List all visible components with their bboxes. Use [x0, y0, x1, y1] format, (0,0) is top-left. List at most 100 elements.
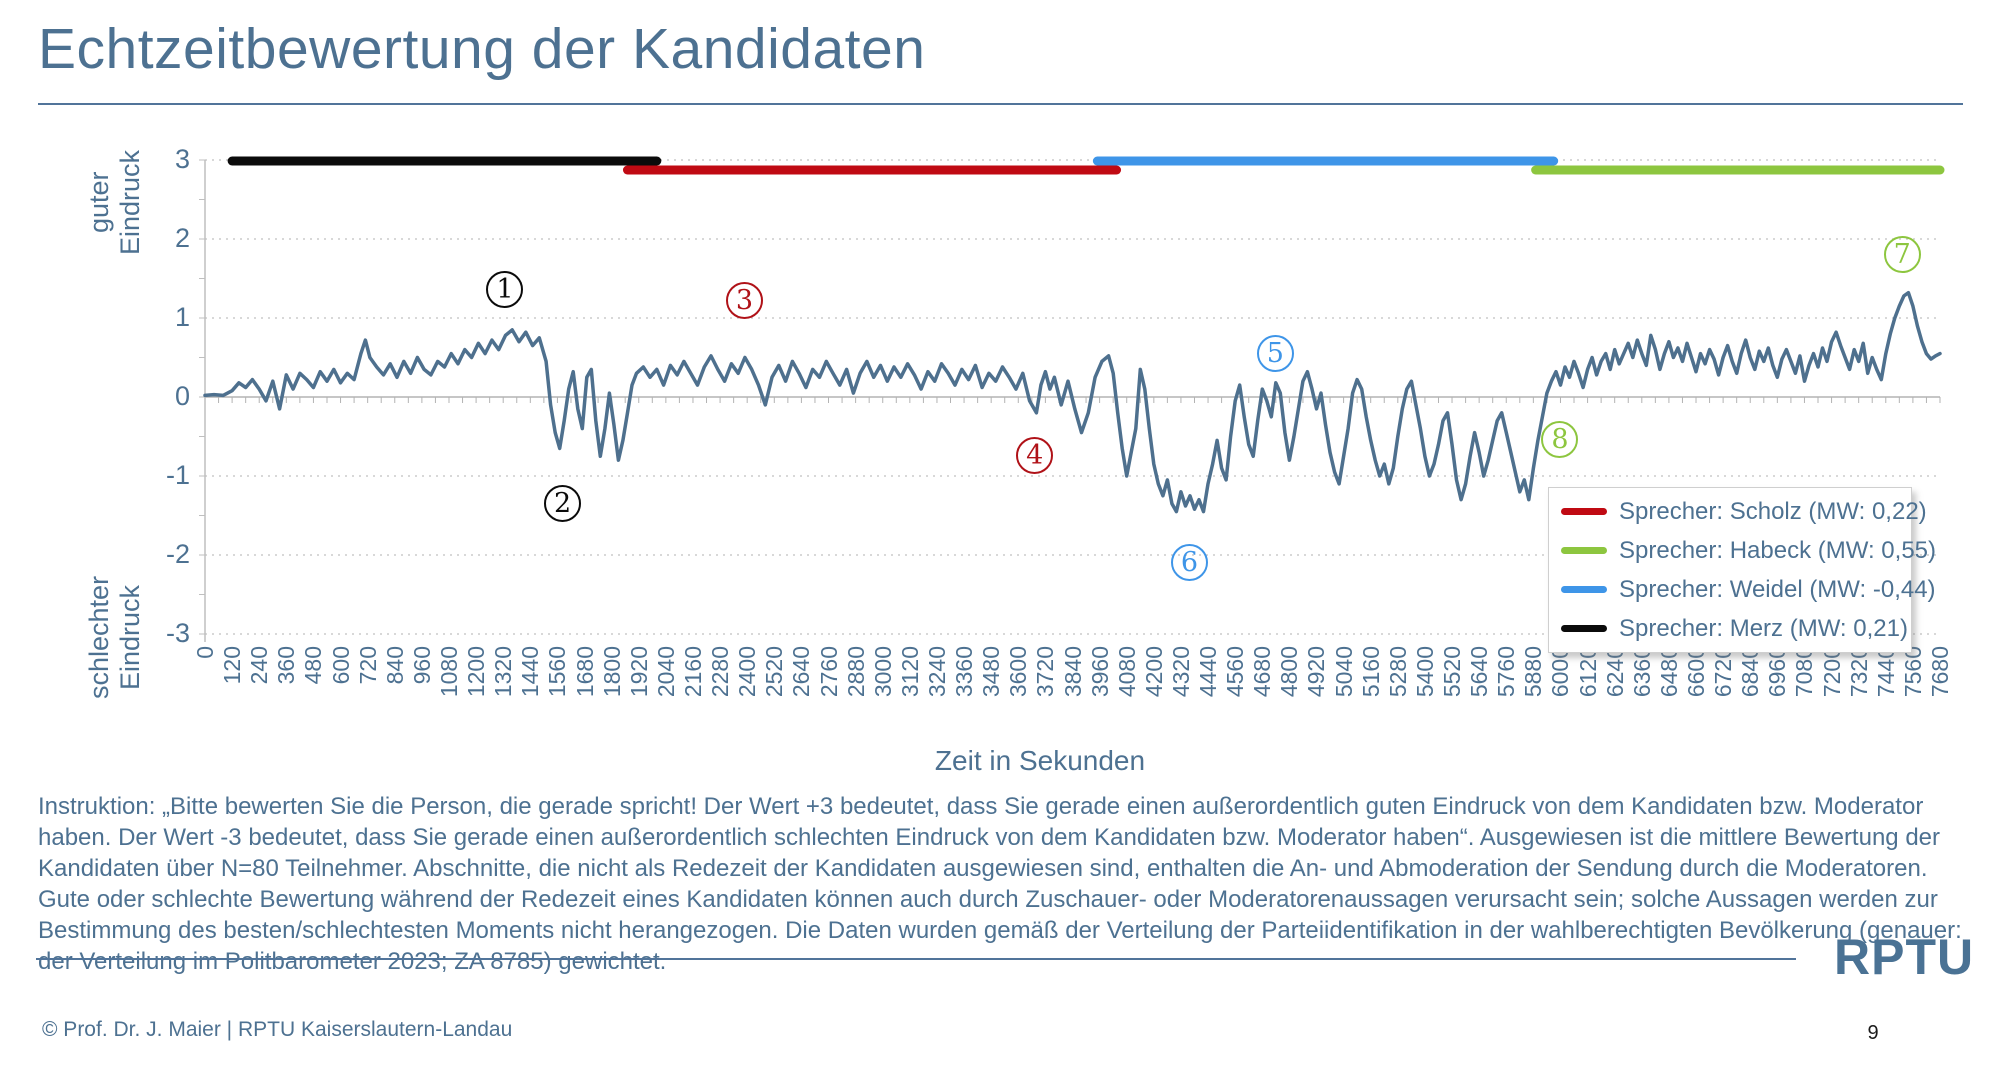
x-tick-label: 3840 [1059, 646, 1086, 698]
page-title: Echtzeitbewertung der Kandidaten [38, 17, 926, 81]
legend-item-merz: Sprecher: Merz (MW: 0,21) [1561, 615, 1911, 643]
x-tick-label: 4320 [1167, 646, 1194, 698]
legend-item-habeck: Sprecher: Habeck (MW: 0,55) [1561, 537, 1936, 565]
chart-plot [199, 156, 1945, 642]
chart-area: 3 2 1 0 -1 -2 -3 0 120 240 360 480 600 720 840 960 1080… [84, 122, 1953, 776]
x-tick-label: 3480 [978, 646, 1005, 698]
y-tick-label: 0 [174, 381, 190, 411]
legend-swatch-weidel [1561, 586, 1607, 593]
x-tick-label: 5040 [1330, 646, 1357, 698]
annotation-circle-2: 2 [544, 484, 582, 522]
x-tick-label: 1440 [517, 646, 544, 698]
x-tick-label: 2520 [761, 646, 788, 698]
x-tick-label: 5160 [1357, 646, 1384, 698]
legend-item-scholz: Sprecher: Scholz (MW: 0,22) [1561, 498, 1927, 526]
legend-item-weidel: Sprecher: Weidel (MW: -0,44) [1561, 576, 1936, 604]
x-tick-label: 6120 [1574, 646, 1601, 698]
x-tick-label: 2280 [707, 646, 734, 698]
x-tick-label: 600 [327, 646, 354, 685]
x-tick-label: 7560 [1899, 646, 1926, 698]
x-tick-label: 1680 [571, 646, 598, 698]
y-tick-label: -3 [165, 618, 190, 648]
x-tick-label: 3960 [1086, 646, 1113, 698]
annotation-circle-7: 7 [1883, 235, 1921, 273]
x-tick-label: 480 [300, 646, 327, 685]
x-tick-label: 7320 [1845, 646, 1872, 698]
x-tick-label: 3720 [1032, 646, 1059, 698]
x-tick-label: 4800 [1276, 646, 1303, 698]
y-tick-label: -2 [165, 539, 190, 569]
y-axis-label-line: Eindruck [115, 149, 145, 255]
x-tick-label: 1320 [490, 646, 517, 698]
x-tick-label: 240 [246, 646, 273, 685]
footer-divider [36, 958, 1796, 960]
annotation-circle-8: 8 [1541, 421, 1579, 459]
x-tick-label: 7680 [1927, 646, 1953, 698]
x-tick-label: 3000 [869, 646, 896, 698]
x-tick-label: 6360 [1628, 646, 1655, 698]
x-tick-label: 1800 [598, 646, 625, 698]
y-tick-label: 3 [174, 144, 190, 174]
x-tick-label: 1080 [435, 646, 462, 698]
x-tick-label: 4440 [1195, 646, 1222, 698]
x-tick-label: 3120 [896, 646, 923, 698]
x-tick-label: 3600 [1005, 646, 1032, 698]
x-tick-label: 5760 [1493, 646, 1520, 698]
x-tick-label: 0 [192, 646, 218, 659]
x-tick-label: 6720 [1710, 646, 1737, 698]
x-tick-label: 4680 [1249, 646, 1276, 698]
x-tick-label: 1200 [463, 646, 490, 698]
x-tick-label: 840 [381, 646, 408, 685]
y-axis-label-line: Eindruck [115, 584, 145, 691]
x-tick-label: 6240 [1601, 646, 1628, 698]
annotation-circle-4: 4 [1016, 437, 1054, 475]
annotation-circle-1: 1 [486, 271, 524, 309]
x-tick-label: 720 [354, 646, 381, 685]
x-tick-label: 5280 [1384, 646, 1411, 698]
x-tick-label: 6960 [1764, 646, 1791, 698]
annotation-circle-5: 5 [1256, 334, 1294, 372]
x-tick-label: 1920 [625, 646, 652, 698]
x-tick-label: 6600 [1683, 646, 1710, 698]
x-tick-label: 2400 [734, 646, 761, 698]
y-axis-label-line: schlechter [84, 575, 114, 700]
x-tick-label: 360 [273, 646, 300, 685]
y-axis-label-line: guter [84, 171, 114, 233]
y-tick-label: -1 [165, 460, 190, 490]
x-tick-label: 4560 [1222, 646, 1249, 698]
chart-legend: Sprecher: Scholz (MW: 0,22) Sprecher: Ha… [1548, 487, 1936, 653]
legend-label: Sprecher: Weidel (MW: -0,44) [1619, 575, 1936, 603]
legend-swatch-habeck [1561, 547, 1607, 554]
x-tick-label: 3360 [951, 646, 978, 698]
x-tick-label: 120 [219, 646, 246, 685]
x-tick-label: 1560 [544, 646, 571, 698]
x-tick-label: 6840 [1737, 646, 1764, 698]
x-tick-label: 7080 [1791, 646, 1818, 698]
page-number: 9 [1867, 1022, 1879, 1044]
legend-label: Sprecher: Habeck (MW: 0,55) [1619, 536, 1937, 564]
legend-label: Sprecher: Merz (MW: 0,21) [1619, 614, 1908, 642]
legend-label: Sprecher: Scholz (MW: 0,22) [1619, 497, 1927, 525]
x-tick-label: 5520 [1439, 646, 1466, 698]
copyright-footer: © Prof. Dr. J. Maier | RPTU Kaiserslaute… [42, 1018, 513, 1041]
title-divider [38, 103, 1963, 105]
rptu-logo: RPTU [1834, 929, 1975, 985]
y-axis-label-good-impression: guter Eindruck [84, 122, 150, 282]
x-tick-label: 2640 [788, 646, 815, 698]
y-axis-label-bad-impression: schlechter Eindruck [84, 550, 150, 725]
x-tick-label: 6480 [1655, 646, 1682, 698]
x-tick-label: 3240 [923, 646, 950, 698]
x-tick-label: 2160 [679, 646, 706, 698]
x-tick-label: 4920 [1303, 646, 1330, 698]
x-tick-label: 960 [408, 646, 435, 685]
instruction-text: Instruktion: „Bitte bewerten Sie die Per… [38, 793, 1962, 975]
x-tick-label: 2760 [815, 646, 842, 698]
x-tick-label: 4200 [1140, 646, 1167, 698]
x-tick-label: 7440 [1872, 646, 1899, 698]
x-tick-label: 7200 [1818, 646, 1845, 698]
legend-swatch-merz [1561, 625, 1607, 632]
x-tick-label: 5640 [1466, 646, 1493, 698]
x-tick-label: 5880 [1520, 646, 1547, 698]
x-tick-label: 2880 [842, 646, 869, 698]
